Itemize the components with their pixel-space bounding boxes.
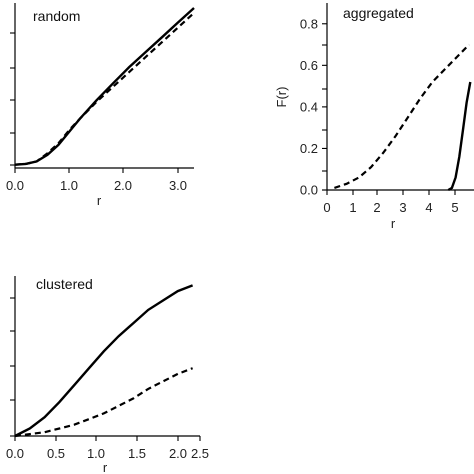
series-line-solid: [14, 7, 195, 166]
panel-clustered: 0.0 0.5 1.0 1.5 2.0 2.5 clustered r: [6, 276, 209, 474]
series-line-dashed: [14, 367, 193, 438]
y-tick-label: 0.4: [300, 99, 318, 114]
x-tick-label: 3.0: [169, 178, 187, 193]
y-tick-label: 0.8: [300, 16, 318, 31]
x-tick-label: 0.0: [6, 178, 24, 193]
y-tick-label: 0.6: [300, 58, 318, 73]
x-tick-label: 1: [349, 200, 356, 215]
panel-title: aggregated: [343, 5, 414, 21]
series-line-dashed: [334, 43, 470, 189]
panel-aggregated: 0 1 2 3 4 5 0.0 0.2 0.4 0.6 0.8 aggregated r F(r): [274, 3, 474, 231]
x-tick-label: 0.5: [47, 446, 65, 461]
x-tick-label: 2.0: [114, 178, 132, 193]
y-axis-title: F(r): [274, 87, 289, 108]
x-tick-label: 4: [425, 200, 432, 215]
panel-random: 0.0 1.0 2.0 3.0 random r: [6, 3, 195, 208]
x-axis-title: r: [97, 193, 102, 208]
x-tick-label: 2.0: [169, 446, 187, 461]
x-tick-label: 1.0: [87, 446, 105, 461]
x-tick-label: 0.0: [6, 446, 24, 461]
x-tick-label: 0: [323, 200, 330, 215]
series-line-dashed: [14, 12, 195, 166]
panel-title: clustered: [36, 276, 93, 292]
panel-title: random: [33, 8, 80, 24]
x-tick-label: 2.5: [191, 446, 209, 461]
x-axis-title: r: [103, 460, 108, 474]
x-tick-label: 3: [399, 200, 406, 215]
y-tick-label: 0.2: [300, 141, 318, 156]
y-tick-label: 0.0: [300, 183, 318, 198]
x-tick-label: 2: [373, 200, 380, 215]
x-tick-label: 1.0: [60, 178, 78, 193]
x-axis-title: r: [391, 216, 396, 231]
series-line-solid: [14, 284, 194, 438]
series-line-solid: [447, 81, 472, 192]
x-tick-label: 5: [451, 200, 458, 215]
x-tick-label: 1.5: [128, 446, 146, 461]
